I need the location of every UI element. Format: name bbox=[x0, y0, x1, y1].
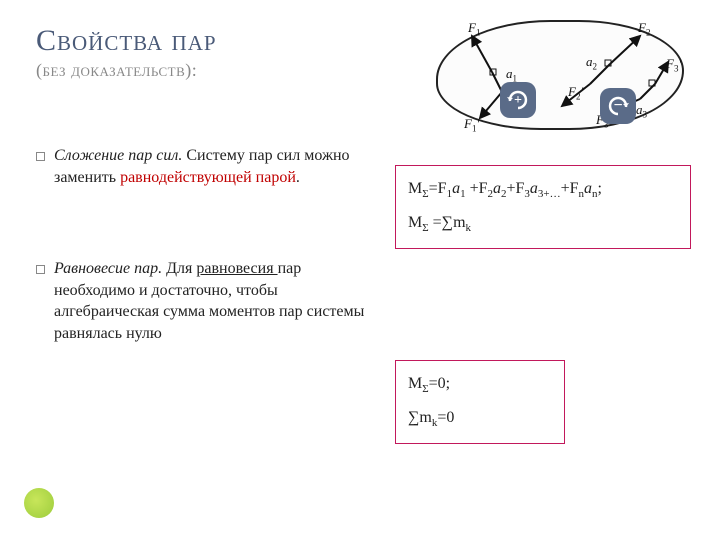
accent-dot-icon bbox=[24, 488, 54, 518]
title-block: Свойства пар (без доказательств): bbox=[36, 24, 396, 81]
bullet-list: Сложение пар сил. Систему пар сил можно … bbox=[36, 145, 366, 415]
fig-label-F1p: F1′ bbox=[464, 116, 479, 134]
svg-text:+: + bbox=[514, 93, 522, 108]
bullet-item: Равновесие пар. Для равновесия пар необх… bbox=[36, 258, 366, 344]
page-subtitle: (без доказательств): bbox=[36, 60, 396, 81]
bullet-text: Для bbox=[162, 260, 196, 277]
formula-line: MΣ=F1a1 +F2a2+F3a3+…+Fnan; bbox=[408, 180, 678, 200]
rotation-cw-icon: − bbox=[600, 88, 636, 124]
page-title: Свойства пар bbox=[36, 24, 396, 58]
formula-line: MΣ=0; bbox=[408, 375, 552, 395]
fig-label-F2: F2 bbox=[638, 20, 650, 38]
bullet-lead: Равновесие пар. bbox=[54, 260, 162, 277]
bullet-underline: равновесия bbox=[196, 260, 277, 277]
rotation-ccw-icon: + bbox=[500, 82, 536, 118]
fig-label-a2: a2 bbox=[586, 54, 597, 72]
formula-line: MΣ =∑mk bbox=[408, 214, 678, 234]
formula-equilibrium-box: MΣ=0; ∑mk=0 bbox=[395, 360, 565, 444]
svg-text:−: − bbox=[613, 97, 622, 114]
fig-label-F1: F1 bbox=[468, 20, 480, 38]
fig-label-F2p: F2′ bbox=[568, 84, 583, 102]
bullet-item: Сложение пар сил. Систему пар сил можно … bbox=[36, 145, 366, 188]
formula-line: ∑mk=0 bbox=[408, 409, 552, 429]
figure-forces: F1 a1 F1′ F2 a2 F2′ F3 a3 F3′ + − bbox=[430, 14, 690, 144]
bullet-text-after: . bbox=[296, 169, 300, 186]
fig-label-F3p: F3′ bbox=[666, 56, 681, 74]
fig-label-a1: a1 bbox=[506, 66, 517, 84]
formula-sum-box: MΣ=F1a1 +F2a2+F3a3+…+Fnan; MΣ =∑mk bbox=[395, 165, 691, 249]
fig-label-a3: a3 bbox=[636, 102, 647, 120]
bullet-highlight: равнодействующей парой bbox=[120, 169, 296, 186]
bullet-lead: Сложение пар сил. bbox=[54, 147, 182, 164]
